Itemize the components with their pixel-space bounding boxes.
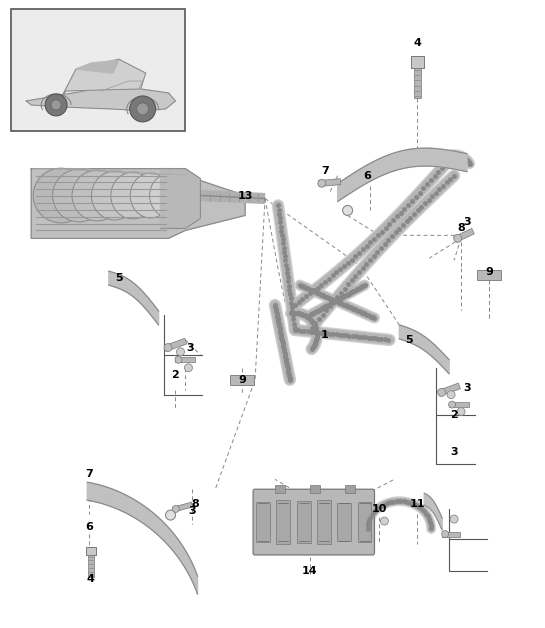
Circle shape	[450, 515, 458, 523]
Text: 3: 3	[189, 506, 196, 516]
Circle shape	[447, 391, 455, 399]
Text: 3: 3	[186, 343, 194, 353]
Text: 9: 9	[485, 267, 493, 277]
Circle shape	[343, 205, 353, 215]
Text: 5: 5	[405, 335, 413, 345]
Bar	[256, 502, 270, 542]
FancyBboxPatch shape	[253, 489, 374, 555]
Bar	[276, 500, 290, 544]
Bar	[414, 68, 421, 98]
Text: 5: 5	[115, 273, 123, 283]
Bar	[344, 485, 355, 493]
Circle shape	[177, 348, 184, 356]
Text: 7: 7	[85, 469, 93, 479]
Text: 4: 4	[87, 574, 95, 584]
Circle shape	[318, 180, 326, 187]
Text: 3: 3	[450, 447, 458, 457]
Circle shape	[164, 344, 172, 352]
Circle shape	[51, 100, 61, 110]
Circle shape	[137, 103, 149, 115]
Circle shape	[184, 364, 192, 372]
Bar	[172, 502, 193, 512]
Bar	[175, 357, 196, 362]
Circle shape	[166, 510, 175, 520]
Ellipse shape	[33, 168, 89, 223]
Circle shape	[175, 356, 182, 363]
Polygon shape	[76, 60, 119, 73]
Bar	[454, 229, 474, 242]
Bar	[337, 503, 351, 541]
Circle shape	[172, 506, 179, 512]
Bar	[449, 402, 469, 407]
Polygon shape	[424, 493, 442, 530]
Circle shape	[454, 234, 462, 242]
Bar	[164, 338, 187, 352]
Text: 2: 2	[450, 409, 458, 420]
Bar	[442, 531, 460, 536]
Bar	[411, 56, 423, 68]
Ellipse shape	[53, 169, 105, 222]
Text: 1: 1	[321, 330, 329, 340]
Bar	[296, 501, 311, 543]
Polygon shape	[87, 482, 197, 594]
Polygon shape	[31, 169, 245, 239]
Ellipse shape	[150, 174, 187, 217]
Bar	[86, 547, 96, 555]
Ellipse shape	[72, 170, 122, 221]
Bar	[358, 502, 372, 543]
Text: 4: 4	[413, 38, 421, 48]
Text: 11: 11	[409, 499, 425, 509]
Circle shape	[130, 96, 156, 122]
Text: 13: 13	[238, 190, 253, 200]
Circle shape	[380, 517, 389, 525]
Ellipse shape	[130, 173, 171, 218]
Bar	[310, 485, 320, 493]
Bar	[11, 9, 185, 131]
Ellipse shape	[111, 172, 155, 219]
Polygon shape	[338, 148, 467, 202]
Circle shape	[457, 408, 465, 416]
Text: 3: 3	[463, 382, 471, 392]
Bar	[438, 383, 461, 396]
Circle shape	[441, 531, 449, 538]
Ellipse shape	[92, 171, 138, 220]
Bar	[88, 555, 94, 577]
Circle shape	[45, 94, 67, 116]
Bar	[275, 485, 285, 493]
Polygon shape	[109, 271, 159, 325]
Bar	[477, 270, 501, 280]
Text: 14: 14	[302, 566, 318, 576]
Text: 10: 10	[372, 504, 387, 514]
Text: 8: 8	[457, 224, 465, 234]
Text: 9: 9	[238, 375, 246, 385]
Text: 2: 2	[172, 370, 179, 380]
Text: 7: 7	[321, 166, 329, 176]
Bar	[230, 375, 254, 385]
Circle shape	[438, 388, 446, 396]
Polygon shape	[161, 169, 201, 229]
Text: 6: 6	[85, 522, 93, 532]
Text: 8: 8	[191, 499, 199, 509]
Bar	[317, 500, 331, 544]
Polygon shape	[61, 59, 146, 98]
Polygon shape	[26, 89, 175, 111]
Text: 3: 3	[463, 217, 471, 227]
Text: 6: 6	[364, 171, 372, 181]
Bar	[318, 178, 341, 187]
Polygon shape	[399, 325, 449, 374]
Circle shape	[449, 401, 456, 408]
